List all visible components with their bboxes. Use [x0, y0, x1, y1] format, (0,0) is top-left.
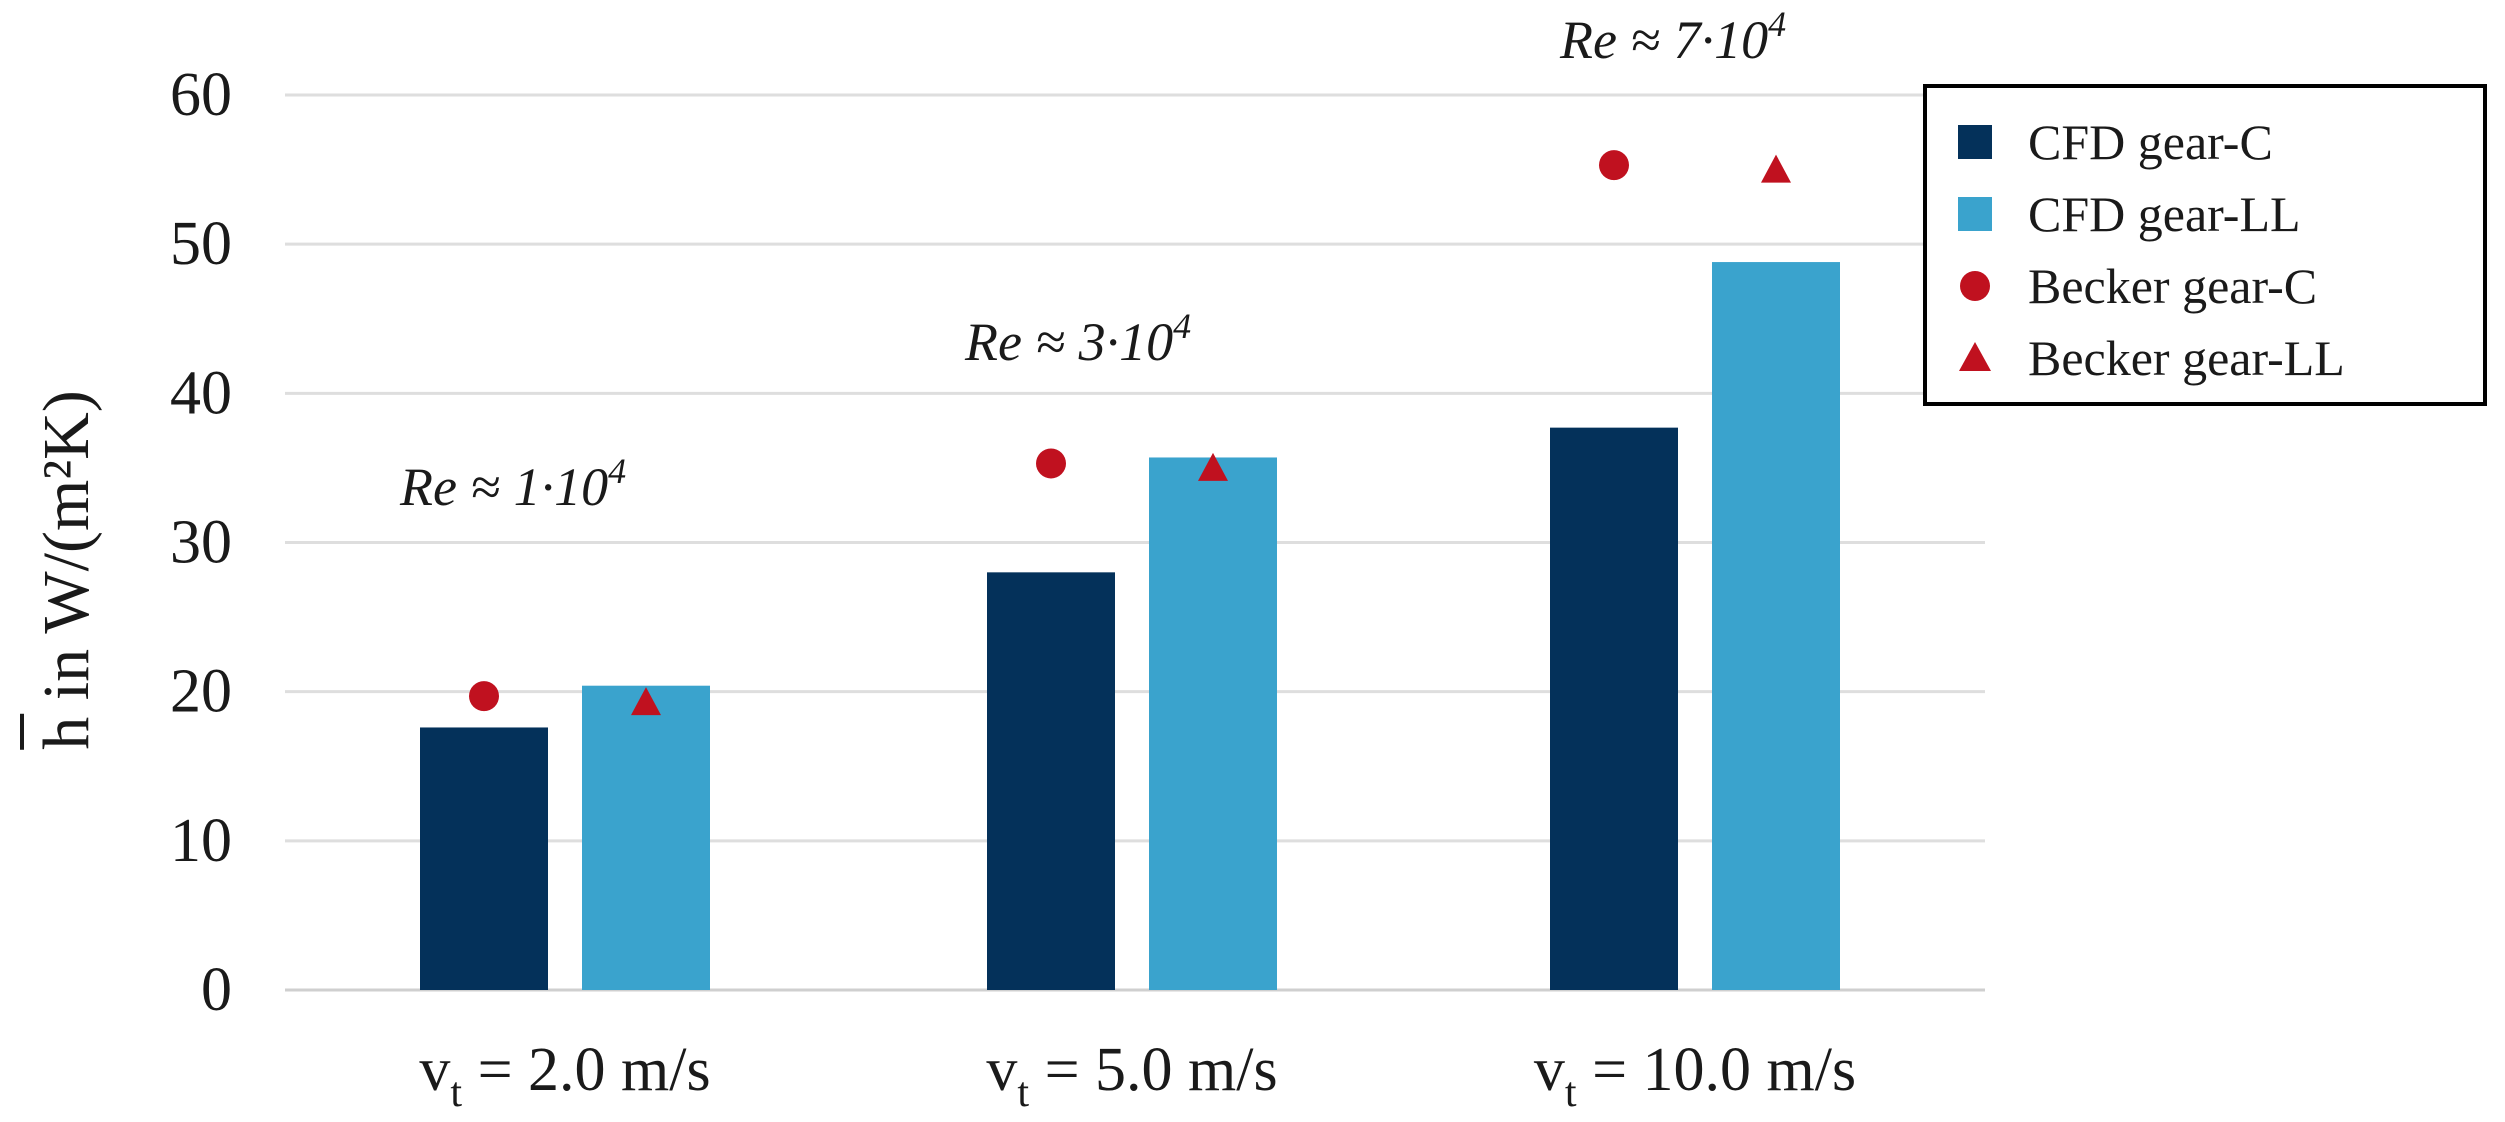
legend-swatch: [1958, 197, 1992, 231]
x-category-label: vt = 10.0 m/s: [1534, 1036, 1856, 1116]
bar-cfd-gear-c: [1550, 427, 1678, 990]
legend-item: Becker gear-C: [1960, 258, 2317, 314]
y-tick-label: 30: [170, 509, 232, 577]
y-axis-title: h in W/(m²K): [30, 390, 103, 750]
marker-becker-gear-ll: [631, 687, 661, 716]
legend-label: CFD gear-C: [2028, 114, 2273, 170]
legend-items: CFD gear-C CFD gear-LL Becker gear-C Becker…: [1958, 114, 2345, 386]
legend-item: CFD gear-LL: [1958, 186, 2301, 242]
legend-label: Becker gear-LL: [2028, 330, 2345, 386]
bars: [420, 262, 1840, 991]
bar-cfd-gear-ll: [1149, 457, 1277, 991]
x-axis-labels: vt = 2.0 m/s vt = 5.0 m/s vt = 10.0 m/s: [419, 1036, 1856, 1116]
y-axis-label: h in W/(m²K): [30, 390, 103, 750]
annotations: Re ≈ 1·104 Re ≈ 3·104 Re ≈ 7·104: [399, 4, 1786, 517]
bar-cfd-gear-ll: [1712, 262, 1840, 991]
y-tick-label: 50: [170, 210, 232, 278]
y-tick-label: 10: [170, 807, 232, 875]
y-tick-label: 40: [170, 359, 232, 427]
marker-becker-gear-ll: [1761, 154, 1791, 183]
marker-becker-gear-ll: [1198, 452, 1228, 481]
gridlines: [285, 93, 1985, 992]
y-axis-ticks: 0 10 20 30 40 50 60: [170, 61, 232, 1024]
y-tick-label: 60: [170, 61, 232, 129]
legend-item: CFD gear-C: [1958, 114, 2273, 170]
re-annotation: Re ≈ 1·104: [399, 451, 626, 517]
x-category-label: vt = 2.0 m/s: [419, 1036, 710, 1116]
x-category-label: vt = 5.0 m/s: [986, 1036, 1277, 1116]
legend-swatch: [1960, 271, 1990, 301]
legend-swatch: [1958, 125, 1992, 159]
bar-cfd-gear-c: [420, 727, 548, 990]
legend-item: Becker gear-LL: [1959, 330, 2345, 386]
legend-box: [1923, 84, 2487, 406]
re-annotation: Re ≈ 7·104: [1559, 4, 1786, 70]
y-tick-label: 0: [201, 956, 232, 1024]
marker-becker-gear-c: [469, 681, 499, 712]
bar-cfd-gear-ll: [582, 685, 710, 990]
legend: CFD gear-C CFD gear-LL Becker gear-C Becker…: [1923, 84, 2487, 406]
marker-becker-gear-c: [1036, 448, 1066, 479]
legend-label: CFD gear-LL: [2028, 186, 2301, 242]
markers: [469, 150, 1791, 716]
bar-cfd-gear-c: [987, 572, 1115, 990]
legend-swatch: [1959, 342, 1991, 371]
legend-label: Becker gear-C: [2028, 258, 2317, 314]
y-tick-label: 20: [170, 658, 232, 726]
marker-becker-gear-c: [1599, 150, 1629, 181]
re-annotation: Re ≈ 3·104: [964, 306, 1191, 372]
